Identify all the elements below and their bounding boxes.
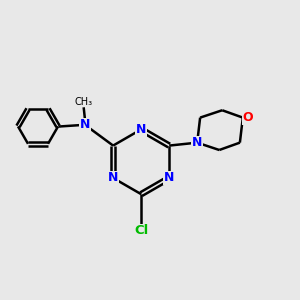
Text: N: N <box>108 172 118 184</box>
Text: Cl: Cl <box>134 224 148 238</box>
Text: N: N <box>164 172 174 184</box>
Text: N: N <box>80 118 90 131</box>
Text: CH₃: CH₃ <box>75 97 93 107</box>
Text: O: O <box>243 111 254 124</box>
Text: N: N <box>136 123 146 136</box>
Text: N: N <box>192 136 202 149</box>
